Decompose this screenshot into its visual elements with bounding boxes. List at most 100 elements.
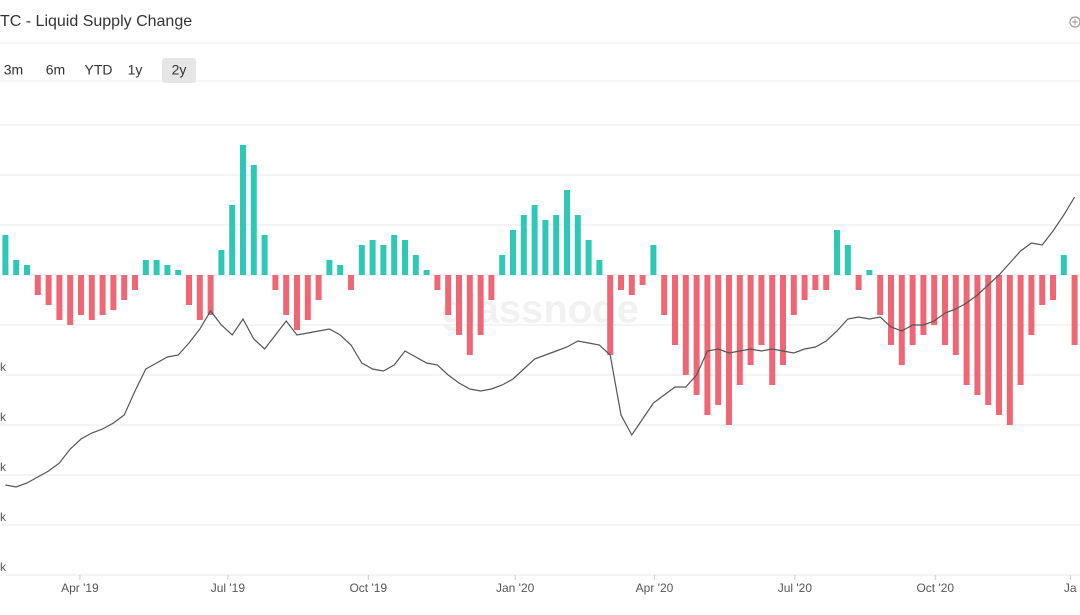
bar <box>574 215 581 275</box>
bar <box>801 275 808 300</box>
bar <box>315 275 322 300</box>
bar <box>639 275 646 285</box>
y2-tick-label: k <box>0 510 7 524</box>
bar <box>153 260 160 275</box>
bar <box>553 215 560 275</box>
bar <box>920 275 927 335</box>
bar <box>337 265 344 275</box>
bar <box>682 275 689 375</box>
bar <box>1050 275 1056 300</box>
bar <box>196 275 203 320</box>
button-bg <box>162 58 196 83</box>
bar <box>434 275 441 290</box>
bar <box>1071 275 1078 345</box>
y2-tick-label: k <box>0 410 7 424</box>
bar <box>996 275 1002 415</box>
bar <box>272 275 279 290</box>
bar <box>985 275 992 405</box>
range-button[interactable]: YTD <box>85 62 113 78</box>
bar <box>726 275 732 425</box>
bar <box>56 275 63 320</box>
zoom-icon[interactable] <box>1069 16 1080 28</box>
range-button[interactable]: 6m <box>46 62 65 78</box>
bar <box>855 275 862 290</box>
bar <box>348 275 354 290</box>
bar <box>218 250 225 275</box>
bar <box>909 275 916 345</box>
x-tick-label: Apr '19 <box>61 581 99 595</box>
bar <box>931 275 938 325</box>
bar <box>769 275 776 385</box>
range-button[interactable]: 1y <box>128 62 143 78</box>
bar <box>596 260 603 275</box>
bar <box>542 220 549 275</box>
x-tick-label: Apr '20 <box>636 581 674 595</box>
x-tick-label: Jan '20 <box>496 581 535 595</box>
bar <box>99 275 106 315</box>
bar <box>24 265 30 275</box>
x-tick-label: Oct '20 <box>916 581 954 595</box>
bar <box>391 235 398 275</box>
price-line <box>5 196 1076 488</box>
bar <box>358 245 365 275</box>
x-tick-label: Oct '19 <box>349 581 387 595</box>
bar <box>304 275 311 320</box>
bar <box>607 275 614 355</box>
bar <box>294 275 300 330</box>
bar <box>520 215 527 275</box>
bar <box>564 190 570 275</box>
bar <box>110 275 117 310</box>
bar <box>402 240 408 275</box>
bar <box>963 275 970 385</box>
bar <box>628 275 635 295</box>
bar <box>229 205 236 275</box>
bar <box>261 235 268 275</box>
bar <box>175 270 182 275</box>
button-label: YTD <box>85 62 113 78</box>
button-label: 1y <box>128 62 143 78</box>
bar <box>877 275 884 315</box>
watermark: glassnode <box>441 288 639 332</box>
range-button[interactable]: 2y <box>162 58 196 83</box>
bar <box>661 275 668 315</box>
bar <box>888 275 894 345</box>
bar <box>466 275 473 355</box>
bar <box>758 275 765 345</box>
bar <box>45 275 52 305</box>
bar <box>650 245 657 275</box>
bar <box>207 275 214 315</box>
bar <box>693 275 700 395</box>
bar <box>585 240 592 275</box>
bar <box>866 270 873 275</box>
bar <box>488 275 495 300</box>
bar <box>747 275 754 365</box>
bar <box>823 275 830 290</box>
bar <box>283 275 290 315</box>
bar <box>974 275 981 395</box>
bar <box>477 275 484 335</box>
bar <box>380 245 387 275</box>
bar <box>164 265 171 275</box>
y2-tick-label: k <box>0 360 7 374</box>
bar <box>715 275 722 405</box>
bar <box>672 275 678 345</box>
bar <box>531 205 538 275</box>
bar <box>78 275 84 315</box>
bar <box>2 235 9 275</box>
range-button[interactable]: 3m <box>4 62 23 78</box>
bar <box>844 245 851 275</box>
bar <box>445 275 452 315</box>
bar <box>369 240 376 275</box>
bar <box>456 275 462 335</box>
bar <box>736 275 743 385</box>
bar <box>790 275 797 315</box>
bar <box>67 275 74 325</box>
button-label: 6m <box>46 62 65 78</box>
bar <box>412 255 419 275</box>
bar <box>34 275 41 295</box>
bar <box>952 275 959 355</box>
bar <box>834 230 840 275</box>
x-tick-label: Jul '19 <box>211 581 246 595</box>
bar <box>898 275 905 365</box>
bar <box>1060 255 1067 275</box>
